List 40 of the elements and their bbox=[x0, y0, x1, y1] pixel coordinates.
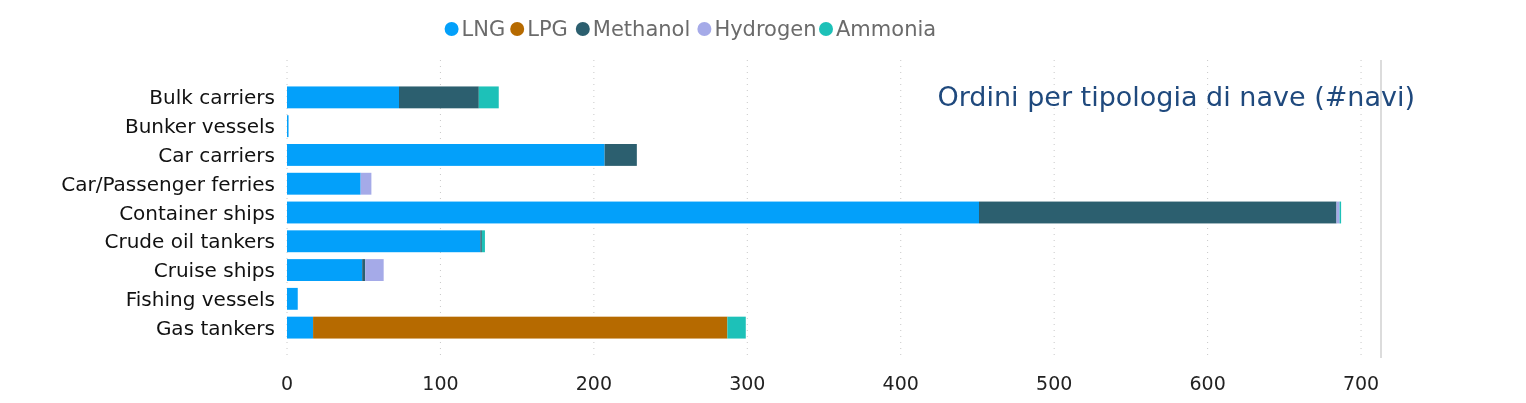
bar bbox=[604, 144, 637, 166]
x-tick-label: 100 bbox=[422, 371, 459, 394]
bar bbox=[287, 86, 400, 109]
y-tick-label: Bunker vessels bbox=[124, 114, 275, 139]
y-tick-label: Cruise ships bbox=[153, 258, 275, 283]
bar bbox=[287, 172, 361, 195]
y-tick-label: Container ships bbox=[119, 200, 275, 225]
bar bbox=[287, 287, 298, 310]
bar bbox=[362, 259, 366, 281]
bar bbox=[287, 316, 314, 339]
x-tick-label: 500 bbox=[1036, 371, 1073, 394]
bar bbox=[979, 201, 1337, 224]
x-tick-label: 300 bbox=[729, 371, 766, 394]
x-tick-label: 400 bbox=[882, 371, 919, 394]
text: Ordini per tipologia di nave (#navi) bbox=[937, 81, 1415, 113]
bar bbox=[287, 201, 979, 224]
y-tick-label: Car carriers bbox=[158, 142, 275, 167]
bar bbox=[360, 172, 372, 195]
bar bbox=[365, 259, 384, 281]
x-tick-label: 700 bbox=[1342, 371, 1380, 394]
bar bbox=[287, 144, 605, 166]
x-tick-label: 0 bbox=[280, 371, 294, 394]
bar bbox=[478, 86, 499, 109]
bar bbox=[287, 259, 363, 281]
y-tick-label: Car/Passenger ferries bbox=[61, 171, 275, 196]
y-tick-label: Gas tankers bbox=[155, 315, 275, 340]
legend-label: Ammonia bbox=[836, 17, 937, 42]
y-tick-label: Crude oil tankers bbox=[104, 229, 275, 254]
bar bbox=[287, 230, 481, 253]
y-tick-label: Bulk carriers bbox=[149, 85, 275, 110]
legend-label: Methanol bbox=[592, 17, 691, 42]
legend-label: LNG bbox=[461, 17, 506, 42]
legend-label: LPG bbox=[527, 17, 568, 42]
bar bbox=[399, 86, 479, 109]
x-tick-label: 600 bbox=[1189, 371, 1226, 394]
x-tick-label: 200 bbox=[575, 371, 613, 394]
bar bbox=[313, 316, 728, 339]
bar bbox=[727, 316, 746, 339]
y-tick-label: Fishing vessels bbox=[125, 286, 275, 311]
legend-label: Hydrogen bbox=[714, 17, 817, 42]
